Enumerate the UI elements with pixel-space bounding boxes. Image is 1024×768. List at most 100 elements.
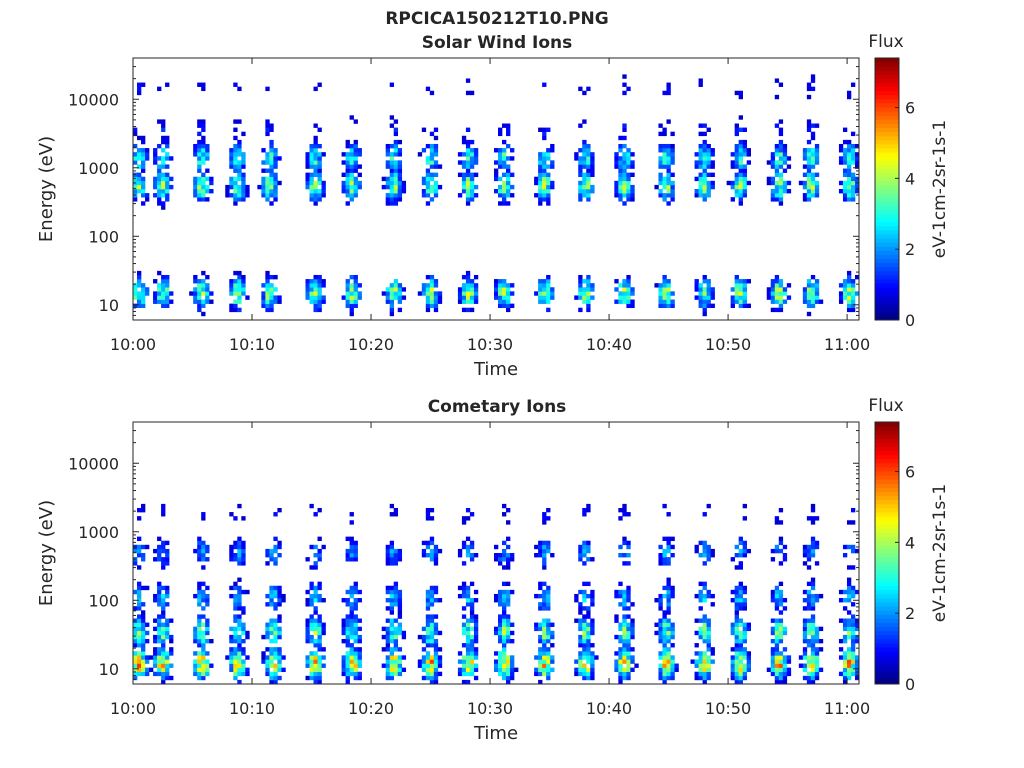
heatmap-cell	[626, 614, 631, 619]
heatmap-cell	[806, 168, 812, 173]
heatmap-cell	[317, 630, 322, 636]
heatmap-cell	[273, 651, 278, 656]
heatmap-cell	[141, 295, 146, 300]
heatmap-cell	[133, 295, 138, 300]
heatmap-cell	[157, 143, 162, 149]
heatmap-cell	[742, 168, 747, 173]
heatmap-cell	[742, 303, 747, 309]
heatmap-cell	[538, 295, 543, 300]
heatmap-cell	[770, 647, 776, 652]
heatmap-cell	[806, 148, 812, 153]
heatmap-cell	[457, 193, 463, 198]
heatmap-cell	[349, 176, 354, 182]
heatmap-cell	[778, 593, 784, 599]
heatmap-cell	[622, 176, 627, 182]
heatmap-cell	[766, 667, 772, 673]
heatmap-cell	[774, 184, 780, 190]
heatmap-cell	[734, 565, 739, 570]
heatmap-cell	[546, 193, 551, 198]
colorbar-segment	[875, 434, 899, 439]
heatmap-cell	[309, 164, 314, 169]
heatmap-cell	[265, 622, 270, 627]
heatmap-cell	[341, 184, 346, 190]
heatmap-cell	[205, 626, 210, 632]
heatmap-cell	[157, 201, 162, 206]
heatmap-cell	[233, 156, 238, 161]
heatmap-cell	[309, 279, 314, 284]
heatmap-cell	[782, 626, 788, 632]
heatmap-cell	[842, 618, 848, 623]
heatmap-cell	[846, 287, 852, 292]
heatmap-cell	[582, 675, 587, 681]
colorbar-segment	[875, 467, 899, 472]
heatmap-cell	[850, 307, 856, 313]
heatmap-cell	[237, 279, 242, 284]
heatmap-cell	[473, 675, 479, 681]
heatmap-cell	[205, 184, 210, 190]
heatmap-cell	[658, 557, 663, 562]
heatmap-cell	[838, 148, 844, 153]
heatmap-cell	[465, 160, 471, 165]
heatmap-cell	[498, 131, 503, 137]
heatmap-cell	[317, 82, 322, 87]
heatmap-cell	[666, 610, 671, 615]
heatmap-cell	[710, 647, 715, 652]
colorbar-segment	[875, 225, 899, 231]
heatmap-cell	[814, 651, 820, 656]
heatmap-cell	[461, 291, 467, 296]
heatmap-cell	[622, 655, 627, 660]
heatmap-cell	[702, 279, 707, 284]
heatmap-cell	[193, 152, 198, 157]
heatmap-cell	[237, 667, 242, 673]
heatmap-cell	[425, 172, 431, 178]
colorbar-segment	[875, 577, 899, 583]
heatmap-cell	[265, 634, 270, 640]
heatmap-cell	[473, 291, 479, 296]
heatmap-cell	[706, 663, 711, 668]
heatmap-cell	[738, 655, 743, 660]
heatmap-cell	[245, 589, 250, 595]
heatmap-cell	[493, 189, 499, 194]
heatmap-cell	[850, 291, 856, 296]
heatmap-cell	[614, 593, 619, 599]
heatmap-cell	[317, 643, 322, 648]
heatmap-cell	[469, 299, 475, 304]
heatmap-cell	[133, 127, 138, 132]
heatmap-cell	[197, 303, 202, 309]
heatmap-cell	[197, 152, 202, 157]
heatmap-cell	[542, 561, 547, 566]
heatmap-cell	[349, 614, 354, 619]
heatmap-cell	[201, 667, 206, 673]
heatmap-cell	[842, 667, 848, 673]
heatmap-cell	[341, 160, 346, 165]
heatmap-cell	[510, 659, 515, 664]
heatmap-cell	[317, 618, 322, 623]
colorbar-segment	[875, 540, 899, 546]
heatmap-cell	[618, 176, 623, 182]
heatmap-cell	[205, 287, 210, 292]
heatmap-cell	[614, 663, 619, 668]
heatmap-cell	[309, 503, 314, 509]
heatmap-cell	[738, 303, 743, 309]
heatmap-cell	[654, 283, 659, 288]
heatmap-cell	[578, 156, 583, 161]
heatmap-cell	[854, 655, 860, 660]
heatmap-cell	[265, 283, 270, 288]
heatmap-cell	[469, 287, 475, 292]
heatmap-cell	[385, 557, 391, 562]
heatmap-cell	[357, 663, 362, 668]
heatmap-cell	[461, 184, 467, 190]
heatmap-cell	[706, 593, 711, 599]
heatmap-cell	[133, 667, 138, 673]
heatmap-cell	[313, 630, 318, 636]
heatmap-cell	[425, 287, 431, 292]
heatmap-cell	[810, 577, 816, 582]
heatmap-cell	[506, 287, 511, 292]
heatmap-cell	[241, 553, 246, 558]
heatmap-cell	[658, 303, 663, 309]
heatmap-cell	[778, 148, 784, 153]
heatmap-cell	[157, 119, 162, 124]
heatmap-cell	[546, 651, 551, 656]
heatmap-cell	[465, 626, 471, 632]
heatmap-cell	[469, 291, 475, 296]
